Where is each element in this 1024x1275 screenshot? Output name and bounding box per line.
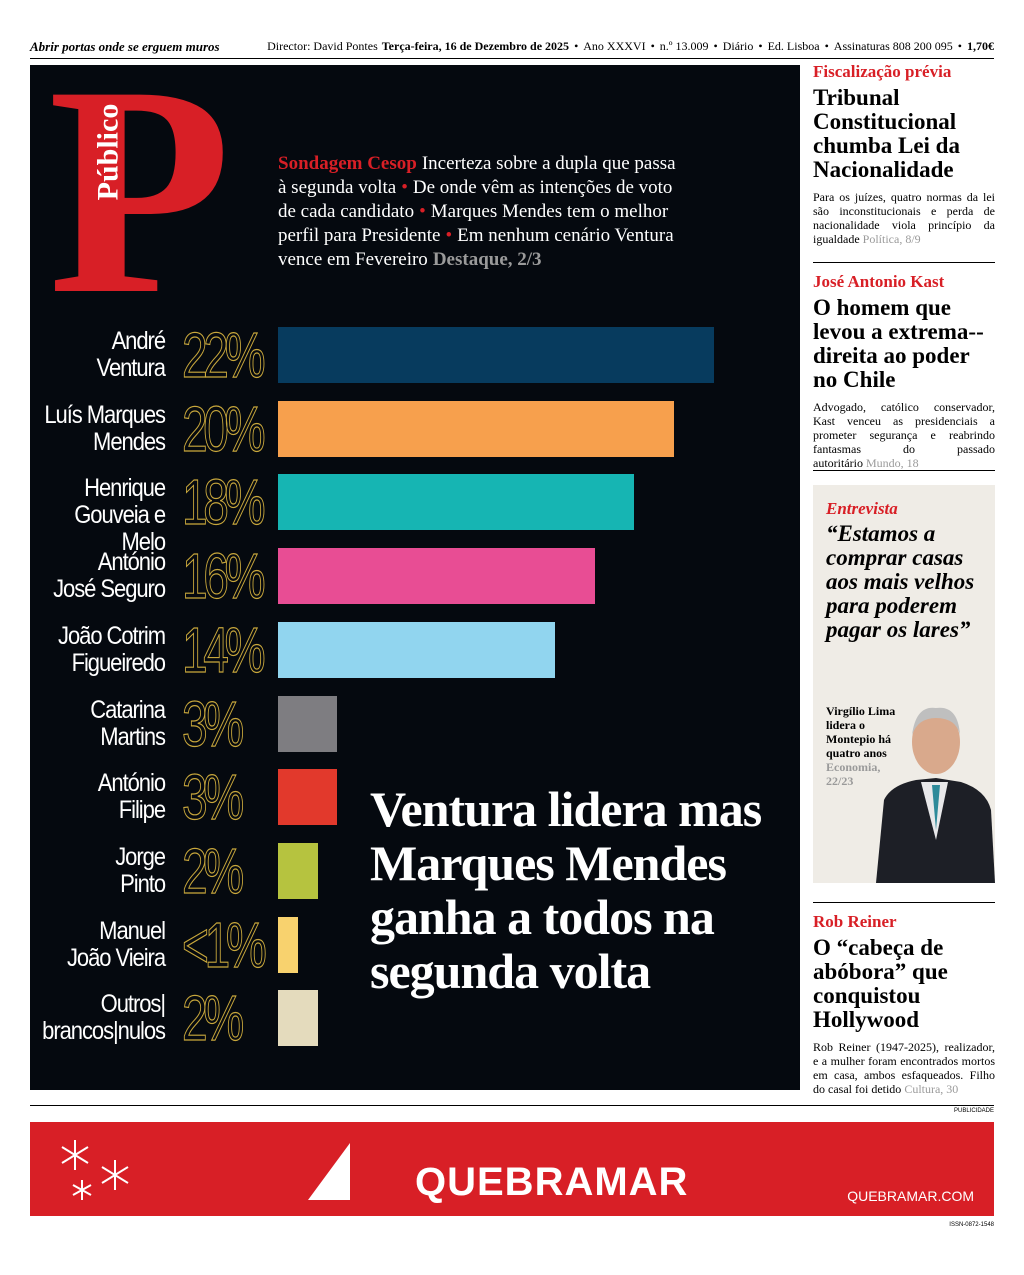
kicker: José Antonio Kast xyxy=(813,272,945,291)
ref: Destaque, 2/3 xyxy=(432,249,542,270)
value-label: 18% xyxy=(182,466,266,539)
rule xyxy=(30,1105,994,1106)
ad-graphics xyxy=(61,1140,350,1200)
item: De onde vêm as intenções de voto de cada… xyxy=(278,177,673,222)
text: Rob Reiner (1947-2025), realizador, e a … xyxy=(813,1040,995,1096)
bar xyxy=(278,842,318,899)
interview-caption: Virgílio Lima lidera o Montepio há quatr… xyxy=(826,704,901,788)
logo-letter: P xyxy=(48,24,232,356)
story: Fiscalização prévia Tribunal Constitucion… xyxy=(813,62,995,246)
issn: ISSN-0872-1548 xyxy=(949,1222,994,1228)
category-label: Henrique Gouveia e Melo xyxy=(74,474,166,557)
bar xyxy=(278,769,338,826)
value-label: 22% xyxy=(182,319,266,391)
body: Rob Reiner (1947-2025), realizador, e a … xyxy=(813,1040,995,1096)
text: Advogado, católico conservador, Kast ven… xyxy=(813,400,995,470)
category-label: António Filipe xyxy=(97,769,166,825)
title: Tribunal Constitucional chumba Lei da Na… xyxy=(813,85,960,182)
story: Rob Reiner O “cabeça de abóbora” que conq… xyxy=(813,912,995,1096)
item: Em nenhum cenário Ventura vence em Fever… xyxy=(278,225,674,270)
kicker: Rob Reiner xyxy=(813,912,897,931)
value-label: <1% xyxy=(182,908,268,981)
bar xyxy=(278,916,298,973)
value-label: 20% xyxy=(182,392,266,465)
date: Terça-feira, 16 de Dezembro de 2025 xyxy=(381,39,570,53)
bar xyxy=(278,327,714,383)
info: Ed. Lisboa xyxy=(767,39,820,53)
value-label: 3% xyxy=(182,761,245,834)
value-label: 16% xyxy=(182,540,266,613)
body: Advogado, católico conservador, Kast ven… xyxy=(813,400,995,470)
ref: Cultura, 30 xyxy=(904,1082,959,1096)
category-label: Manuel João Vieira xyxy=(66,916,166,972)
item: Incerteza sobre a dupla que passa à segu… xyxy=(278,153,676,198)
title: O homem que levou a extrema--direita ao … xyxy=(813,295,984,392)
bullet: • xyxy=(824,39,829,53)
bullet: • xyxy=(758,39,763,53)
price: 1,70€ xyxy=(967,39,994,53)
interview-kicker: Entrevista xyxy=(826,499,898,518)
interview-quote: “Estamos a comprar casas aos mais velhos… xyxy=(826,521,975,642)
item: Marques Mendes tem o melhor perfil para … xyxy=(278,201,669,246)
bullet: • xyxy=(445,225,453,246)
lead: Sondagem Cesop Incerteza sobre a dupla qu… xyxy=(278,152,678,272)
info: Ano XXXVI xyxy=(583,39,646,53)
bullet: • xyxy=(574,39,579,53)
rule xyxy=(813,262,995,263)
bullet: • xyxy=(713,39,718,53)
text: Para os juízes, quatro normas da lei são… xyxy=(813,190,995,246)
ad-url: QUEBRAMAR.COM xyxy=(847,1188,974,1204)
ad[interactable] xyxy=(30,1122,994,1216)
ad-label: PUBLICIDADE xyxy=(953,1108,994,1114)
info: n.º 13.009 xyxy=(659,39,709,53)
director: Director: David Pontes xyxy=(267,39,378,53)
title: O “cabeça de abóbora” que conquistou Hol… xyxy=(813,935,948,1032)
category-label: Outros| brancos|nulos xyxy=(42,990,166,1046)
logo-name: Público xyxy=(91,103,125,201)
bar xyxy=(278,990,318,1047)
info: Diário xyxy=(722,39,754,53)
headline: Ventura lidera mas Marques Mendes ganha … xyxy=(370,781,762,999)
tagline: Abrir portas onde se erguem muros xyxy=(30,39,220,54)
category-label: Luís Marques Mendes xyxy=(44,400,166,456)
info: Assinaturas 808 200 095 xyxy=(833,39,953,53)
ad-brand: QUEBRAMAR xyxy=(415,1160,689,1204)
ref: Mundo, 18 xyxy=(865,456,919,470)
bar xyxy=(278,400,674,457)
story: José Antonio Kast O homem que levou a ext… xyxy=(813,272,995,470)
value-label: 3% xyxy=(182,687,245,760)
rule xyxy=(30,58,994,59)
bullet: • xyxy=(957,39,962,53)
rule xyxy=(813,470,995,471)
value-label: 2% xyxy=(182,834,245,907)
bar xyxy=(278,474,635,531)
kicker: Sondagem Cesop xyxy=(278,153,417,174)
category-label: André Ventura xyxy=(96,327,167,382)
bullet: • xyxy=(401,177,408,198)
value-label: 14% xyxy=(182,613,266,686)
category-label: João Cotrim Figueiredo xyxy=(58,621,166,677)
body: Para os juízes, quatro normas da lei são… xyxy=(813,190,995,246)
masthead-info: Director: David Pontes Terça-feira, 16 de… xyxy=(267,39,994,54)
kicker: Fiscalização prévia xyxy=(813,62,952,81)
ref: Política, 8/9 xyxy=(862,232,921,246)
bar xyxy=(278,621,556,678)
bullet: • xyxy=(650,39,655,53)
photo xyxy=(876,707,995,883)
bar xyxy=(278,695,338,752)
category-label: António José Seguro xyxy=(53,548,166,604)
category-label: Catarina Martins xyxy=(90,695,166,751)
bullet: • xyxy=(419,201,426,222)
value-label: 2% xyxy=(182,982,245,1055)
bar xyxy=(278,548,595,605)
category-label: Jorge Pinto xyxy=(115,842,166,898)
rule xyxy=(813,902,995,903)
caption: Virgílio Lima lidera o Montepio há quatr… xyxy=(826,704,896,760)
ref: Economia, 22/23 xyxy=(826,760,881,788)
